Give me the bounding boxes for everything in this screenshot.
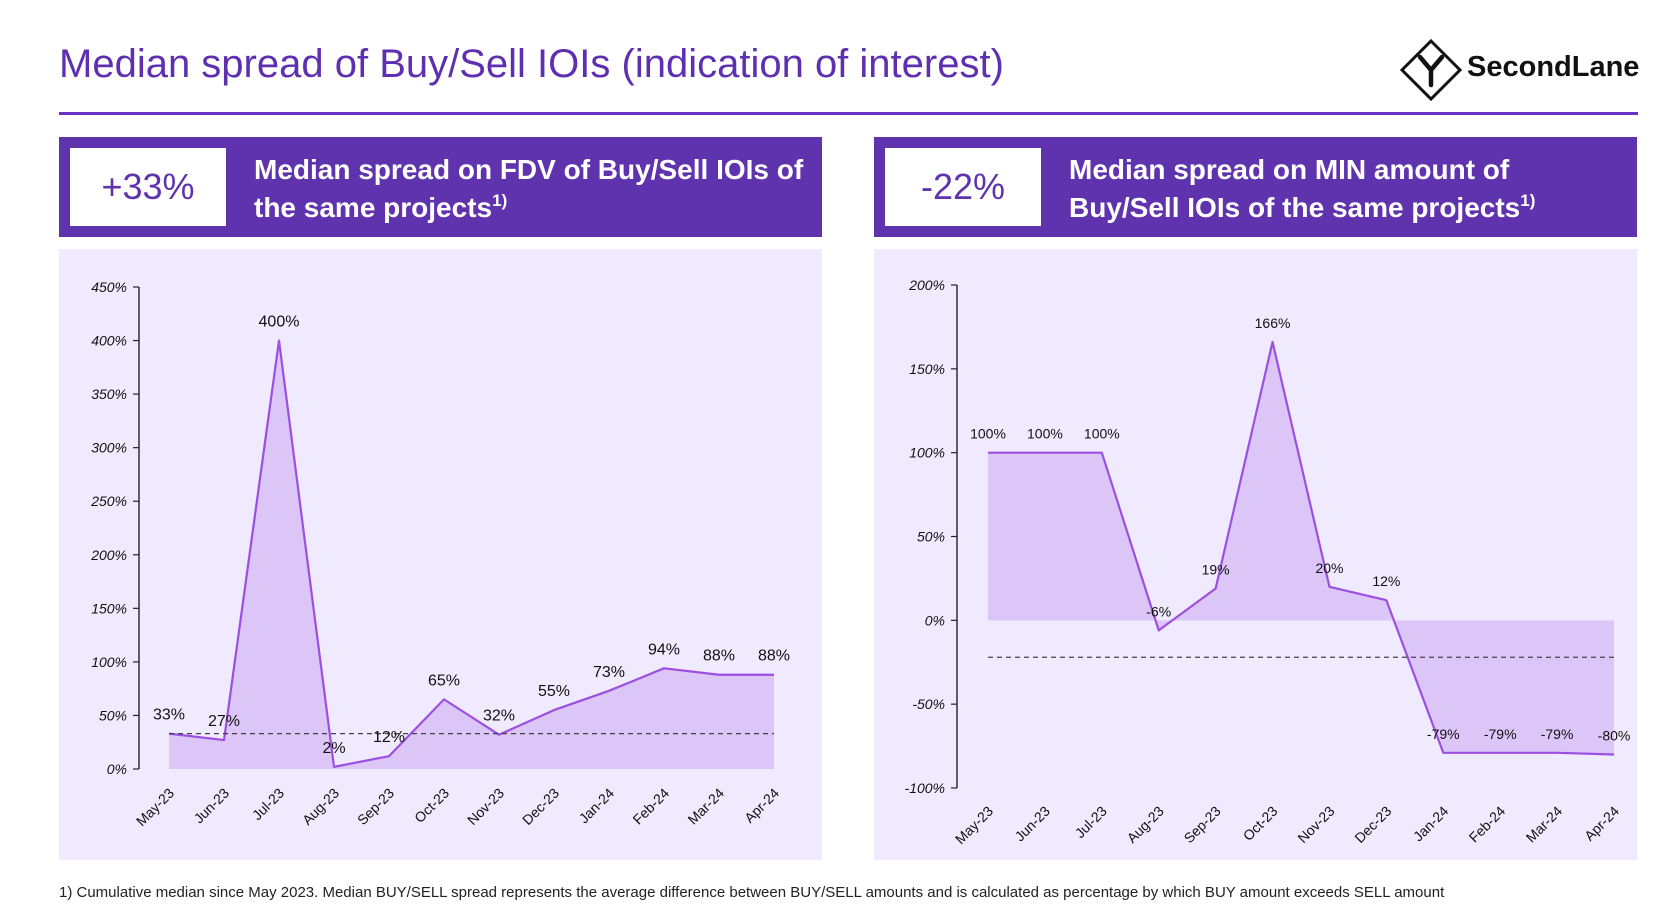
x-tick-label: Oct-23 (1240, 803, 1281, 844)
x-tick-label: May-23 (952, 803, 996, 847)
data-label: 20% (1315, 560, 1343, 576)
footnote-marker: 1) (1520, 191, 1536, 210)
y-tick-label: 250% (90, 493, 127, 509)
x-tick-label: Feb-24 (629, 785, 672, 828)
x-tick-label: Dec-23 (519, 785, 562, 828)
data-label: 166% (1255, 315, 1291, 331)
banner-heading-line1: Median spread on MIN amount of (1069, 154, 1510, 185)
y-tick-label: -50% (912, 696, 945, 712)
data-label: -79% (1427, 726, 1460, 742)
footnote-marker: 1) (492, 191, 508, 210)
data-label: 100% (1084, 426, 1120, 442)
kpi-banner-min-amount: -22% Median spread on MIN amount of Buy/… (874, 137, 1637, 237)
y-tick-label: 0% (107, 761, 127, 777)
data-label: 19% (1202, 561, 1230, 577)
data-label: 100% (1027, 426, 1063, 442)
data-label: -80% (1598, 727, 1631, 743)
data-label: 12% (1372, 573, 1400, 589)
series-area (169, 340, 774, 769)
x-tick-label: Apr-24 (741, 785, 782, 826)
y-tick-label: 50% (917, 529, 945, 545)
x-tick-label: Jan-24 (1410, 803, 1452, 845)
data-label: 2% (322, 740, 345, 757)
data-label: 73% (593, 664, 625, 681)
data-label: -79% (1484, 726, 1517, 742)
banner-heading-line2: Buy/Sell IOIs of the same projects (1069, 192, 1521, 223)
min-amount-spread-chart: -100% -50% 0% 50% 100% 150% 200% May-23 Jun-23 Ju… (905, 277, 1631, 847)
kpi-banner-fdv: +33% Median spread on FDV of Buy/Sell IO… (59, 137, 822, 237)
x-tick-label: May-23 (133, 785, 177, 829)
y-tick-label: 100% (909, 445, 945, 461)
y-tick-label: 300% (91, 440, 127, 456)
x-tick-label: Aug-23 (299, 785, 342, 828)
y-tick-label: 200% (908, 277, 945, 293)
x-tick-label: Feb-24 (1466, 803, 1509, 846)
x-tick-label: Oct-23 (411, 785, 452, 826)
logo-mark-icon (1399, 38, 1463, 102)
data-label: 12% (373, 729, 405, 746)
data-label: 94% (648, 641, 680, 658)
banner-heading-line1: Median spread on FDV of Buy/Sell IOIs of (254, 154, 804, 185)
y-tick-label: 400% (91, 333, 127, 349)
page-title: Median spread of Buy/Sell IOIs (indicati… (59, 42, 1004, 86)
fdv-spread-chart: 0% 50% 100% 150% 200% 250% 300% 350% 400% 450% May… (90, 279, 790, 829)
x-tick-label: Jun-23 (191, 785, 233, 827)
x-tick-label: Aug-23 (1124, 803, 1167, 846)
kpi-value-fdv: +33% (70, 148, 226, 226)
y-tick-label: 150% (91, 600, 127, 616)
data-label: 65% (428, 672, 460, 689)
x-tick-label: Nov-23 (1294, 803, 1337, 846)
data-label: -6% (1146, 603, 1171, 619)
kpi-value-min-amount: -22% (885, 148, 1041, 226)
data-label: 32% (483, 708, 515, 725)
x-tick-label: Sep-23 (1181, 803, 1224, 846)
banner-heading-line2: the same projects (254, 192, 493, 223)
banner-heading-fdv: Median spread on FDV of Buy/Sell IOIs of… (254, 151, 814, 227)
y-tick-label: -100% (905, 780, 945, 796)
logo-text: SecondLane (1467, 51, 1640, 83)
data-label: 88% (758, 648, 790, 665)
data-label: 100% (970, 426, 1006, 442)
x-tick-label: Mar-24 (684, 785, 727, 828)
y-tick-label: 450% (91, 279, 127, 295)
y-tick-label: 100% (91, 654, 127, 670)
y-tick-label: 200% (90, 547, 127, 563)
y-tick-label: 0% (925, 612, 945, 628)
x-tick-label: Jan-24 (576, 785, 618, 827)
x-tick-label: Mar-24 (1523, 803, 1566, 846)
data-label: 400% (259, 314, 300, 331)
x-tick-label: Dec-23 (1351, 803, 1394, 846)
series-area (988, 342, 1614, 755)
secondlane-logo: SecondLane (1399, 38, 1649, 102)
x-tick-label: Apr-24 (1581, 803, 1622, 844)
x-tick-label: Nov-23 (464, 785, 507, 828)
chart-panel-fdv: 0% 50% 100% 150% 200% 250% 300% 350% 400% 450% May… (59, 249, 822, 860)
x-tick-label: Jun-23 (1011, 803, 1053, 845)
data-label: 33% (153, 707, 185, 724)
y-tick-label: 350% (91, 386, 127, 402)
y-tick-label: 150% (909, 361, 945, 377)
data-label: -79% (1541, 726, 1574, 742)
title-divider (59, 112, 1638, 115)
data-label: 27% (208, 713, 240, 730)
x-tick-label: Sep-23 (354, 785, 397, 828)
y-tick-label: 50% (99, 707, 127, 723)
series-line (168, 339, 774, 768)
data-label: 55% (538, 683, 570, 700)
chart-panel-min-amount: -100% -50% 0% 50% 100% 150% 200% May-23 Jun-23 Ju… (874, 249, 1637, 860)
x-tick-label: Jul-23 (249, 785, 287, 823)
footnote: 1) Cumulative median since May 2023. Med… (59, 884, 1445, 901)
banner-heading-min-amount: Median spread on MIN amount of Buy/Sell … (1069, 151, 1629, 227)
data-label: 88% (703, 648, 735, 665)
x-tick-label: Jul-23 (1072, 803, 1110, 841)
series-line (988, 340, 1615, 756)
